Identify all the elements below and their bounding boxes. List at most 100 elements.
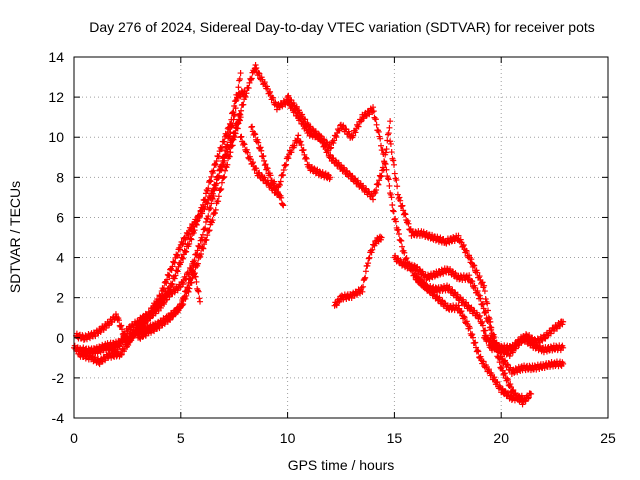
- data-point: [487, 324, 494, 331]
- data-point: [194, 287, 201, 294]
- data-point: [280, 202, 287, 209]
- data-point: [376, 177, 383, 184]
- data-point: [208, 173, 215, 180]
- data-point: [193, 278, 200, 285]
- y-tick-label: 4: [56, 250, 64, 266]
- data-point: [370, 196, 377, 203]
- data-point: [190, 229, 197, 236]
- data-point: [460, 243, 467, 250]
- data-point: [496, 382, 503, 389]
- data-point: [375, 128, 382, 135]
- data-point: [178, 302, 185, 309]
- data-point: [469, 278, 476, 285]
- data-point: [373, 121, 380, 128]
- data-point: [362, 274, 369, 281]
- data-point: [280, 172, 287, 179]
- data-point: [383, 166, 390, 173]
- data-point: [395, 226, 402, 233]
- data-point: [183, 289, 190, 296]
- data-point: [360, 182, 367, 189]
- data-point: [139, 333, 146, 340]
- data-point: [400, 207, 407, 214]
- data-point: [179, 241, 186, 248]
- data-point: [185, 280, 192, 287]
- data-point: [463, 318, 470, 325]
- data-point: [174, 251, 181, 258]
- data-point: [267, 88, 274, 95]
- series-sat-i: [284, 92, 526, 404]
- data-point: [391, 170, 398, 177]
- data-point: [476, 273, 483, 280]
- data-point: [502, 357, 509, 364]
- y-axis-label: SDTVAR / TECUs: [7, 181, 23, 293]
- data-point: [475, 348, 482, 355]
- data-point: [362, 268, 369, 275]
- data-point: [507, 381, 514, 388]
- data-point: [476, 314, 483, 321]
- data-point: [215, 153, 222, 160]
- data-point: [169, 263, 176, 270]
- data-point: [302, 116, 309, 123]
- data-point: [366, 254, 373, 261]
- data-point: [161, 301, 168, 308]
- data-point: [413, 272, 420, 279]
- data-point: [171, 275, 178, 282]
- data-point: [170, 313, 177, 320]
- data-point: [155, 297, 162, 304]
- data-point: [210, 167, 217, 174]
- data-point: [226, 144, 233, 151]
- data-point: [174, 268, 181, 275]
- data-point: [378, 142, 385, 149]
- data-point: [227, 129, 234, 136]
- series-sat-n: [481, 318, 567, 360]
- data-point: [215, 193, 222, 200]
- x-tick-label: 10: [280, 430, 296, 446]
- data-point: [161, 285, 168, 292]
- data-point: [365, 260, 372, 267]
- data-point: [168, 282, 175, 289]
- data-point: [363, 185, 370, 192]
- data-point: [280, 167, 287, 174]
- data-point: [521, 397, 528, 404]
- data-point: [346, 170, 353, 177]
- data-point: [271, 178, 278, 185]
- data-point: [138, 317, 145, 324]
- data-point: [460, 242, 467, 249]
- data-point: [398, 203, 405, 210]
- data-point: [481, 288, 488, 295]
- data-point: [221, 173, 228, 180]
- data-point: [315, 132, 322, 139]
- data-point: [235, 119, 242, 126]
- data-point: [217, 186, 224, 193]
- data-point: [229, 122, 236, 129]
- data-point: [560, 360, 567, 367]
- data-point: [184, 284, 191, 291]
- data-point: [261, 79, 268, 86]
- data-point: [192, 273, 199, 280]
- data-point: [320, 137, 327, 144]
- data-point: [124, 343, 131, 350]
- y-tick-label: 6: [56, 209, 64, 225]
- data-point: [488, 324, 495, 331]
- data-point: [206, 177, 213, 184]
- data-point: [379, 147, 386, 154]
- data-point: [291, 142, 298, 149]
- data-point: [278, 194, 285, 201]
- data-point: [177, 303, 184, 310]
- series-sat-e: [135, 262, 204, 342]
- data-point: [270, 94, 277, 101]
- data-point: [323, 139, 330, 146]
- data-point: [385, 176, 392, 183]
- data-point: [485, 319, 492, 326]
- data-point: [204, 216, 211, 223]
- data-point: [276, 182, 283, 189]
- data-point: [194, 260, 201, 267]
- data-point: [209, 190, 216, 197]
- data-point: [419, 268, 426, 275]
- data-point: [218, 179, 225, 186]
- y-tick-label: 8: [56, 169, 64, 185]
- data-point: [359, 288, 366, 295]
- data-point: [463, 299, 470, 306]
- data-point: [212, 182, 219, 189]
- data-point: [207, 178, 214, 185]
